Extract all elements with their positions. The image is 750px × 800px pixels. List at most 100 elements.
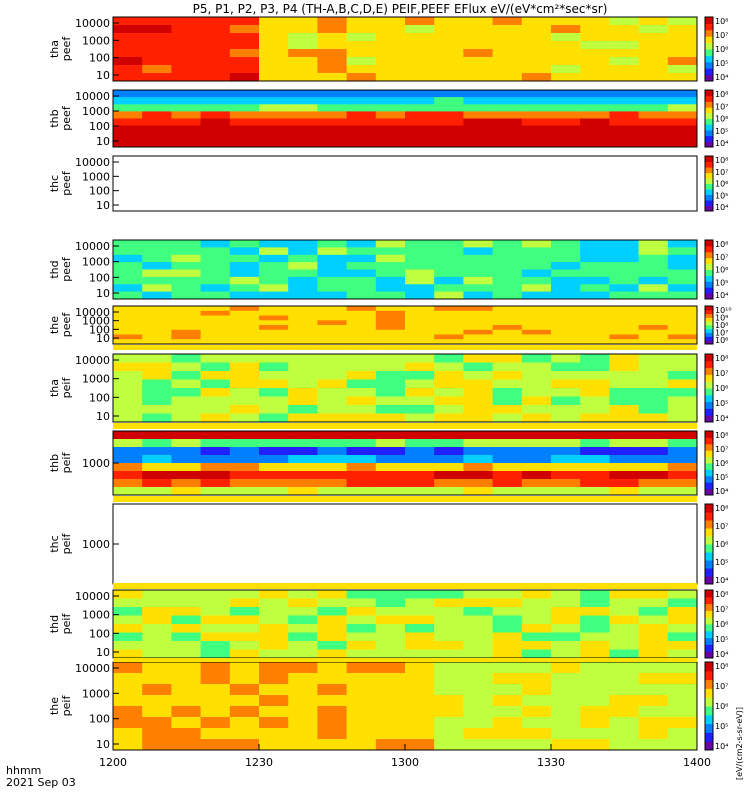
spectrogram-cell	[259, 371, 289, 380]
spectrogram-cell	[609, 463, 640, 472]
spectrogram-cell	[142, 632, 172, 642]
colorbar-swatch	[705, 637, 713, 645]
spectrogram-cell	[463, 247, 494, 256]
spectrogram-cell	[142, 649, 172, 659]
spectrogram-cell	[609, 276, 640, 285]
spectrogram-cell	[609, 371, 640, 380]
spectrogram-cell	[288, 254, 318, 263]
spectrogram-cell	[113, 615, 143, 625]
spectrogram-cell	[142, 607, 172, 616]
spectrogram-cell	[551, 329, 581, 336]
spectrogram-cell	[200, 706, 231, 718]
spectrogram-cell	[142, 447, 172, 456]
y-tick-label: 100	[89, 52, 110, 65]
spectrogram-cell	[317, 97, 348, 105]
spectrogram-cell	[229, 362, 260, 372]
spectrogram-cell	[259, 447, 289, 456]
spectrogram-cell	[375, 463, 406, 472]
spectrogram-cell	[259, 325, 289, 331]
spectrogram-cell	[142, 739, 172, 751]
spectrogram-cell	[200, 306, 231, 312]
spectrogram-cell	[229, 97, 260, 105]
spectrogram-cell	[580, 262, 610, 270]
spectrogram-cell	[317, 413, 348, 423]
spectrogram-cell	[346, 615, 377, 625]
spectrogram-cell	[288, 334, 318, 340]
spectrogram-cell	[142, 320, 172, 326]
spectrogram-cell	[638, 590, 669, 599]
spectrogram-cell	[229, 388, 260, 397]
spectrogram-cell	[317, 362, 348, 372]
spectrogram-cell	[638, 111, 669, 119]
spectrogram-cell	[551, 240, 581, 248]
spectrogram-cell	[463, 139, 494, 148]
spectrogram-cell	[229, 431, 260, 440]
spectrogram-cell	[667, 590, 698, 599]
spectrogram-cell	[317, 371, 348, 380]
spectrogram-cell	[521, 388, 552, 397]
spectrogram-cell	[288, 362, 318, 372]
colorbar-swatch	[705, 630, 713, 639]
spectrogram-cell	[405, 17, 435, 26]
spectrogram-cell	[492, 463, 523, 472]
spectrogram-cell	[288, 269, 318, 278]
colorbar-tick-label: 10⁸	[715, 662, 728, 671]
spectrogram-cell	[346, 641, 377, 650]
y-tick-label: 10000	[75, 354, 110, 367]
spectrogram-cell	[609, 325, 640, 331]
spectrogram-cell	[551, 728, 581, 740]
spectrogram-cell	[229, 615, 260, 625]
spectrogram-cell	[259, 269, 289, 278]
spectrogram-cell	[609, 624, 640, 633]
spectrogram-cell	[229, 57, 260, 66]
spectrogram-cell	[171, 329, 202, 336]
colorbar-swatch	[705, 662, 713, 672]
spectrogram-cell	[259, 73, 289, 82]
spectrogram-cell	[375, 487, 406, 496]
spectrogram-cell	[346, 269, 377, 278]
spectrogram-cell	[580, 405, 610, 414]
colorbar-swatch	[705, 112, 713, 119]
spectrogram-cell	[200, 487, 231, 496]
spectrogram-cell	[551, 97, 581, 105]
spectrogram-cell	[580, 320, 610, 326]
spectrogram-cell	[405, 673, 435, 685]
flag-bar	[113, 496, 697, 502]
spectrogram-cell	[346, 463, 377, 472]
spectrogram-cell	[492, 673, 523, 685]
colorbar-swatch	[705, 374, 713, 382]
spectrogram-cell	[259, 662, 289, 674]
colorbar-frame	[704, 353, 714, 423]
spectrogram-cell	[375, 447, 406, 456]
spectrogram-cell	[609, 111, 640, 119]
spectrogram-cell	[375, 405, 406, 414]
spectrogram-cell	[463, 598, 494, 608]
spectrogram-cell	[375, 649, 406, 659]
spectrogram-cell	[259, 320, 289, 326]
spectrogram-cell	[492, 276, 523, 285]
spectrogram-cell	[229, 455, 260, 464]
spectrogram-cell	[551, 118, 581, 127]
spectrogram-cell	[229, 118, 260, 127]
spectrogram-cell	[259, 33, 289, 42]
colorbar-frame	[704, 89, 714, 148]
spectrogram-cell	[346, 65, 377, 74]
spectrogram-cell	[492, 57, 523, 66]
spectrogram-cell	[171, 413, 202, 423]
spectrogram-cell	[317, 431, 348, 440]
colorbar-tick-label: 10⁴	[715, 650, 728, 659]
spectrogram-cell	[609, 139, 640, 148]
panel-label-line: peef	[60, 170, 73, 196]
spectrogram-cell	[317, 590, 348, 599]
spectrogram-cell	[229, 684, 260, 696]
spectrogram-cell	[609, 362, 640, 372]
colorbar-swatch	[705, 313, 713, 318]
colorbar-swatch	[705, 431, 713, 438]
spectrogram-cell	[463, 262, 494, 270]
spectrogram-cell	[171, 706, 202, 718]
spectrogram-cell	[113, 479, 143, 488]
spectrogram-cell	[229, 25, 260, 34]
spectrogram-cell	[551, 362, 581, 372]
colorbar-tick-label: 10⁵	[715, 191, 728, 200]
spectrogram-cell	[288, 739, 318, 751]
